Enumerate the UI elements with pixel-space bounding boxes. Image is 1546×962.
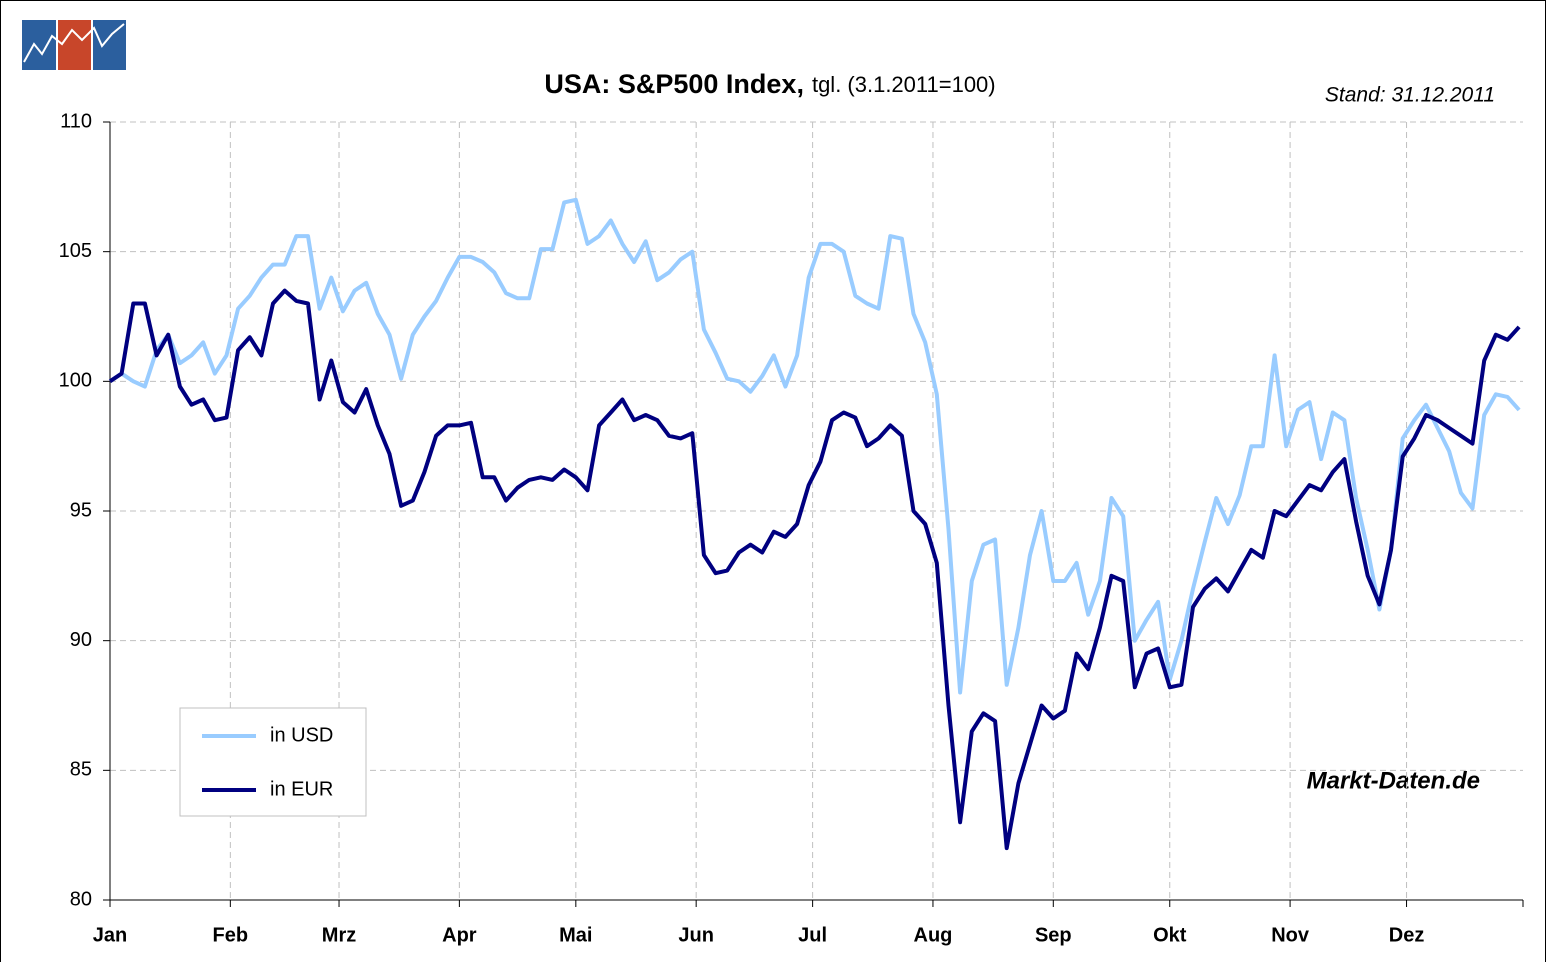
y-tick-label: 110 xyxy=(60,110,92,132)
chart-title: USA: S&P500 Index, tgl. (3.1.2011=100) xyxy=(544,69,995,99)
x-tick-label: Dez xyxy=(1389,924,1425,946)
x-tick-label: Apr xyxy=(442,924,477,946)
legend-label: in EUR xyxy=(270,778,333,800)
y-tick-label: 100 xyxy=(59,370,92,392)
source-note: Markt-Daten.de xyxy=(1307,767,1480,794)
x-tick-label: Nov xyxy=(1271,924,1310,946)
x-tick-label: Aug xyxy=(914,924,953,946)
y-tick-label: 80 xyxy=(70,888,92,910)
y-tick-label: 85 xyxy=(70,759,92,781)
x-tick-label: Jun xyxy=(678,924,714,946)
y-tick-label: 95 xyxy=(70,499,92,521)
x-tick-label: Okt xyxy=(1153,924,1187,946)
legend: in USD in EUR xyxy=(179,707,367,817)
series-line xyxy=(108,197,1521,695)
subtitle: tgl. (3.1.2011=100) xyxy=(812,72,996,97)
logo xyxy=(22,20,126,70)
legend-label: in USD xyxy=(270,724,333,746)
legend-box xyxy=(179,707,367,817)
x-tick-label: Mai xyxy=(559,924,592,946)
title: USA: S&P500 Index, xyxy=(544,69,804,99)
date-note: Stand: 31.12.2011 xyxy=(1325,84,1495,107)
x-tick-label: Feb xyxy=(213,924,249,946)
y-tick-label: 90 xyxy=(70,629,92,651)
x-tick-label: Mrz xyxy=(322,924,356,946)
series-line xyxy=(108,288,1521,851)
x-tick-label: Sep xyxy=(1035,924,1072,946)
x-tick-label: Jul xyxy=(798,924,827,946)
y-tick-label: 105 xyxy=(59,240,92,262)
x-tick-label: Jan xyxy=(93,924,127,946)
